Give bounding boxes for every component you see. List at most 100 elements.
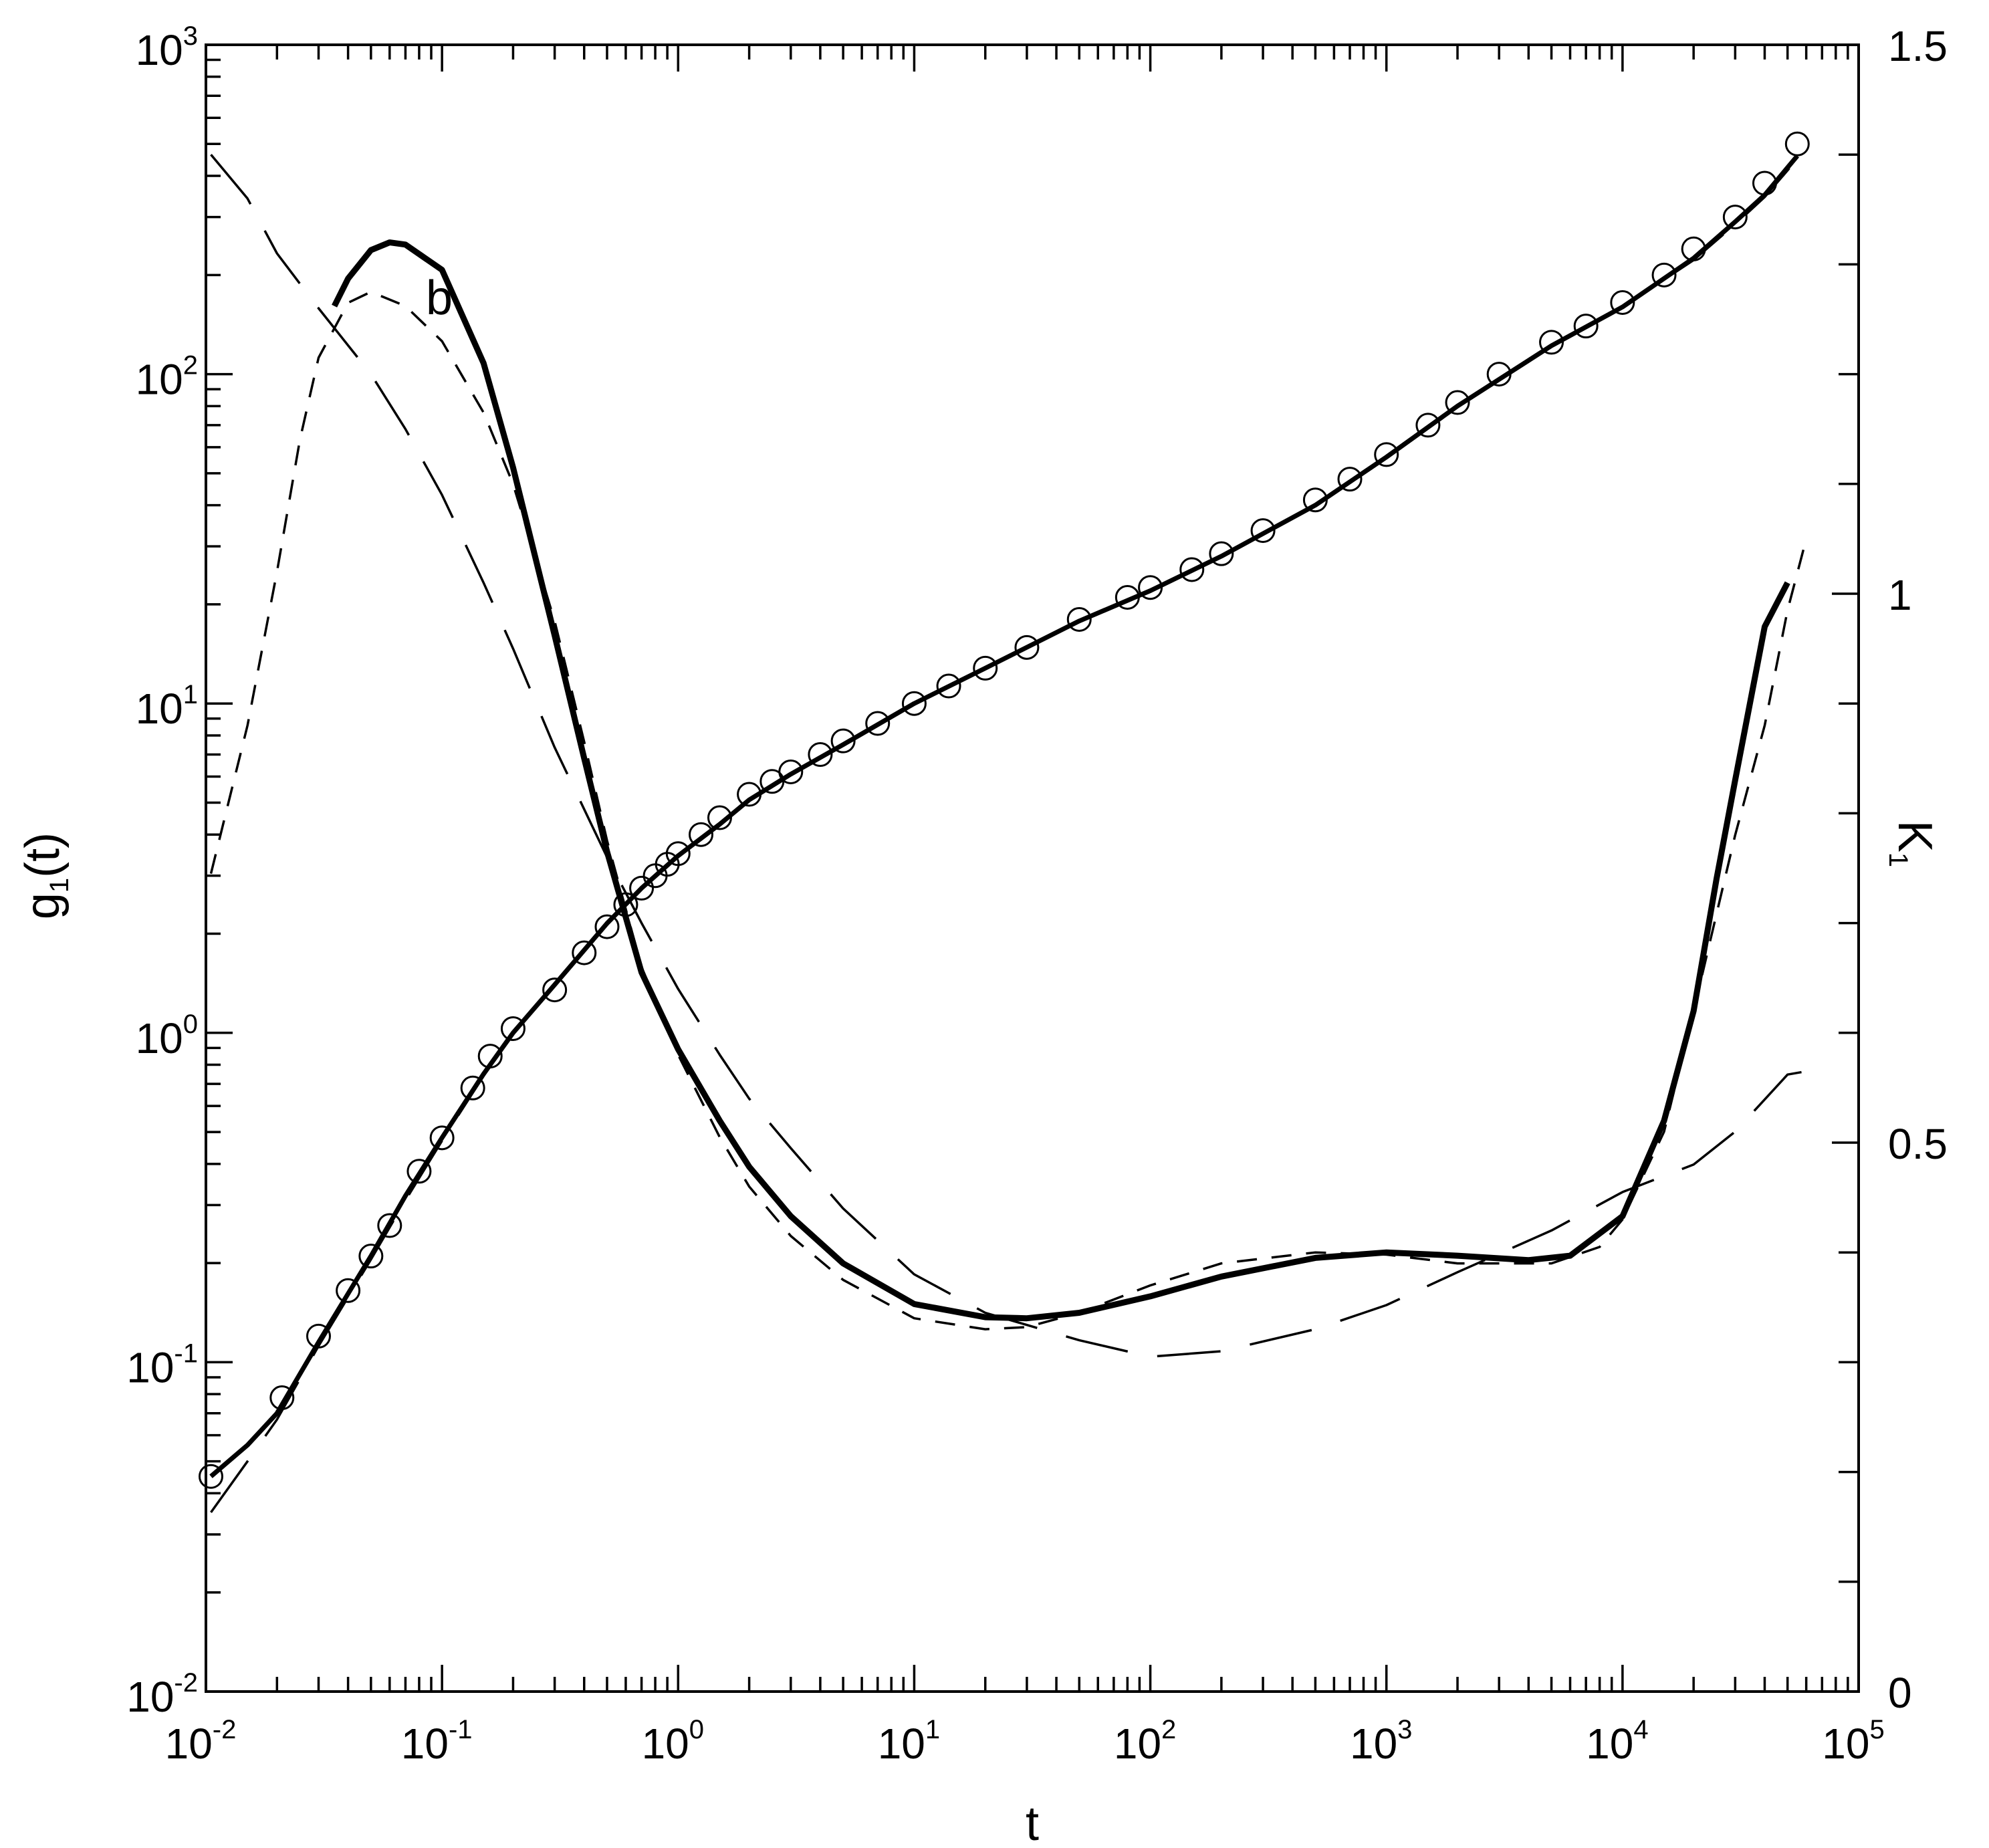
data-point xyxy=(665,841,691,867)
data-point xyxy=(460,1075,485,1101)
data-point xyxy=(973,655,998,681)
x-tick-label-base: 10 xyxy=(1822,1720,1869,1768)
y-left-tick-label-exp: 3 xyxy=(183,21,198,51)
y-left-tick-label-base: 10 xyxy=(126,1343,174,1391)
data-point xyxy=(778,759,804,784)
data-point xyxy=(572,940,597,965)
y-left-tick-label-base: 10 xyxy=(126,1673,174,1721)
y-right-tick-label: 1 xyxy=(1888,571,1912,619)
series-line-5 xyxy=(210,154,1807,1358)
y-right-axis-title: K1 xyxy=(1883,820,1942,867)
plot-frame xyxy=(205,43,1860,1693)
series-line-1 xyxy=(209,154,1799,1478)
data-point xyxy=(1722,205,1748,230)
x-tick-label: 100 xyxy=(642,1715,704,1768)
data-point xyxy=(1250,518,1276,544)
data-point xyxy=(1784,131,1810,156)
x-tick-label-exp: 4 xyxy=(1633,1715,1648,1744)
data-point xyxy=(865,711,891,736)
data-point xyxy=(1651,262,1677,287)
y-left-tick-label: 100 xyxy=(136,1010,198,1062)
y-left-tick-label-exp: -1 xyxy=(174,1339,198,1368)
data-point xyxy=(1179,557,1205,582)
data-point xyxy=(406,1159,432,1184)
y-left-tick-label: 102 xyxy=(136,351,198,404)
series-line-2 xyxy=(210,158,1798,1514)
data-point xyxy=(500,1016,525,1041)
data-point xyxy=(808,742,833,768)
x-tick-label-exp: 3 xyxy=(1397,1715,1412,1744)
y-left-axis-title: g1(t) xyxy=(16,832,74,919)
data-point xyxy=(830,728,856,754)
y-left-tick-label-exp: 2 xyxy=(183,351,198,380)
y-right-tick-label: 0 xyxy=(1888,1669,1912,1717)
data-point xyxy=(198,1464,223,1489)
data-point xyxy=(936,673,961,699)
data-point xyxy=(429,1125,455,1151)
data-point xyxy=(1415,413,1441,438)
x-tick-label: 102 xyxy=(1114,1715,1176,1768)
x-tick-label: 10-1 xyxy=(401,1715,473,1768)
data-point xyxy=(358,1244,384,1269)
data-point xyxy=(1014,634,1040,660)
y-left-tick-label-exp: 1 xyxy=(183,680,198,709)
x-tick-label: 101 xyxy=(878,1715,940,1768)
y-left-tick-label: 10-2 xyxy=(126,1668,198,1721)
y-left-tick-label-base: 10 xyxy=(136,685,183,733)
x-axis-title: t xyxy=(1026,1797,1039,1848)
y-left-tick-label: 103 xyxy=(136,21,198,74)
x-tick-label-base: 10 xyxy=(165,1720,213,1768)
y-left-tick-label-base: 10 xyxy=(136,1014,183,1062)
x-tick-label: 10-2 xyxy=(165,1715,237,1768)
data-point xyxy=(377,1213,402,1238)
y-right-tick-label: 1.5 xyxy=(1888,22,1948,70)
x-tick-label-exp: -1 xyxy=(449,1715,473,1744)
data-point xyxy=(1337,467,1363,492)
y-left-tick-label-exp: 0 xyxy=(183,1010,198,1039)
x-tick-label-base: 10 xyxy=(1114,1720,1161,1768)
svg-text:g1(t): g1(t) xyxy=(16,832,74,919)
y-right-tick-label: 0.5 xyxy=(1888,1120,1948,1168)
x-tick-label: 103 xyxy=(1350,1715,1412,1768)
data-point xyxy=(1066,606,1092,632)
y-left-tick-label-base: 10 xyxy=(136,356,183,404)
data-point xyxy=(1573,314,1599,339)
svg-text:K1: K1 xyxy=(1883,820,1942,867)
x-tick-label-base: 10 xyxy=(642,1720,689,1768)
x-tick-label-base: 10 xyxy=(401,1720,449,1768)
y-left-title-sub: 1 xyxy=(45,878,74,893)
x-tick-label-exp: -2 xyxy=(213,1715,237,1744)
panel-label: b xyxy=(426,271,453,325)
data-point xyxy=(689,822,714,847)
x-tick-label-base: 10 xyxy=(1586,1720,1633,1768)
data-point xyxy=(336,1278,361,1303)
x-tick-label: 105 xyxy=(1822,1715,1884,1768)
axis-labels: 10-2 10-1 100 101 102 103 104 10510-210-1100101… xyxy=(126,21,1948,1768)
series-layer xyxy=(198,131,1810,1514)
data-point xyxy=(629,875,655,901)
data-point xyxy=(1209,541,1234,566)
x-tick-label-exp: 5 xyxy=(1869,1715,1884,1744)
y-left-tick-label: 10-1 xyxy=(126,1339,198,1391)
series-line-3 xyxy=(332,239,1790,1322)
x-tick-label-base: 10 xyxy=(878,1720,925,1768)
x-tick-label-exp: 2 xyxy=(1161,1715,1176,1744)
data-point xyxy=(901,691,927,716)
data-point xyxy=(1445,390,1470,415)
y-left-tick-label: 101 xyxy=(136,680,198,733)
y-left-title-base: g xyxy=(16,893,70,919)
y-left-tick-label-exp: -2 xyxy=(174,1668,198,1698)
data-point xyxy=(1374,442,1399,467)
data-point xyxy=(594,914,620,939)
axis-ticks xyxy=(205,43,1860,1693)
plot-border xyxy=(205,43,1860,1693)
series-line-4 xyxy=(209,290,1808,1331)
data-point xyxy=(1539,330,1564,355)
x-tick-label-base: 10 xyxy=(1350,1720,1397,1768)
y-left-tick-label-base: 10 xyxy=(136,26,183,74)
data-point xyxy=(1610,290,1635,315)
y-right-title-base: K xyxy=(1888,820,1942,852)
y-right-title-sub: 1 xyxy=(1883,852,1913,867)
x-tick-label: 104 xyxy=(1586,1715,1648,1768)
